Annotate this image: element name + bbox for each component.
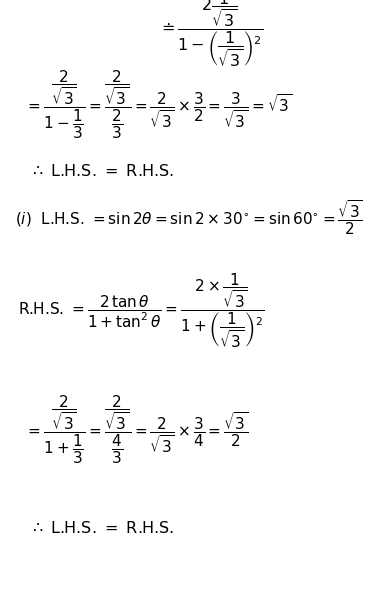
Text: R.H.S. $= \dfrac{2\,\tan\theta}{1+\tan^{2}\theta} = \dfrac{2\times\dfrac{1}{\sqr: R.H.S. $= \dfrac{2\,\tan\theta}{1+\tan^{… (18, 271, 265, 350)
Text: $\therefore$ L.H.S. $=$ R.H.S.: $\therefore$ L.H.S. $=$ R.H.S. (29, 163, 174, 179)
Text: $= \dfrac{\dfrac{2}{\sqrt{3}}}{1-\dfrac{1}{3}} = \dfrac{\dfrac{2}{\sqrt{3}}}{\df: $= \dfrac{\dfrac{2}{\sqrt{3}}}{1-\dfrac{… (25, 69, 292, 141)
Text: $\doteq \dfrac{2\dfrac{1}{\sqrt{3}}}{1-\left(\dfrac{1}{\sqrt{3}}\right)^{2}}$: $\doteq \dfrac{2\dfrac{1}{\sqrt{3}}}{1-\… (158, 0, 264, 70)
Text: $= \dfrac{\dfrac{2}{\sqrt{3}}}{1+\dfrac{1}{3}} = \dfrac{\dfrac{2}{\sqrt{3}}}{\df: $= \dfrac{\dfrac{2}{\sqrt{3}}}{1+\dfrac{… (25, 393, 249, 465)
Text: $(i)$  L.H.S. $= \sin 2\theta = \sin 2 \times 30^{\circ} = \sin 60^{\circ} = \df: $(i)$ L.H.S. $= \sin 2\theta = \sin 2 \t… (15, 198, 362, 237)
Text: $\therefore$ L.H.S. $=$ R.H.S.: $\therefore$ L.H.S. $=$ R.H.S. (29, 520, 174, 536)
